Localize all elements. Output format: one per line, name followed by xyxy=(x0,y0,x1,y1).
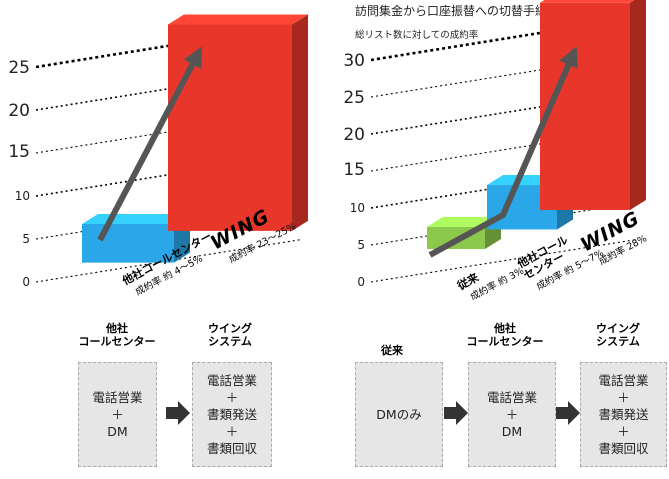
trend-arrow xyxy=(428,48,578,258)
bar-front xyxy=(82,223,174,263)
flow-box-competitor: 電話営業 ＋ DM xyxy=(78,362,157,467)
flow-label-wing: ウイング システム xyxy=(596,322,640,348)
flow-arrow xyxy=(166,407,178,419)
y-tick-label: 20 xyxy=(8,101,30,121)
flow-arrow-head xyxy=(568,401,580,425)
y-tick-label: 5 xyxy=(22,232,30,246)
flow-label-conventional: 従来 xyxy=(381,344,403,357)
y-tick-label: 20 xyxy=(343,125,365,145)
right-flow: 従来 他社 コールセンター ウイング システム DMのみ 電話営業 ＋ DM 電… xyxy=(335,322,669,472)
chart-title: 訪問集金から口座振替への切替手続き xyxy=(355,4,560,18)
trend-arrow xyxy=(97,48,203,242)
y-tick-label: 30 xyxy=(343,51,365,71)
flow-box-conventional: DMのみ xyxy=(355,362,443,467)
flow-label-competitor: 他社 コールセンター xyxy=(78,322,156,348)
flow-box-wing: 電話営業 ＋ 書類発送 ＋ 書類回収 xyxy=(192,362,272,467)
bar-top xyxy=(168,14,308,25)
left-flow: 他社 コールセンター ウイング システム 電話営業 ＋ DM 電話営業 ＋ 書類… xyxy=(0,322,335,472)
flow-label-wing: ウイング システム xyxy=(208,322,252,348)
flow-arrow-head xyxy=(178,401,190,425)
y-tick-label: 10 xyxy=(350,201,365,215)
flow-box-competitor: 電話営業 ＋ DM xyxy=(468,362,556,467)
bar-top xyxy=(540,0,635,3)
trend-arrow-head xyxy=(183,46,202,69)
trend-arrow-head xyxy=(559,46,578,69)
flow-arrow xyxy=(444,407,458,419)
bar-front xyxy=(168,24,292,231)
y-tick-label: 15 xyxy=(8,142,30,162)
y-tick-label: 0 xyxy=(22,275,30,289)
flow-box-wing: 電話営業 ＋ 書類発送 ＋ 書類回収 xyxy=(580,362,667,467)
chart-subtitle: 総リスト数に対しての成約率 xyxy=(355,30,479,41)
y-tick-label: 25 xyxy=(343,88,365,108)
y-tick-label: 0 xyxy=(357,275,365,289)
y-tick-label: 10 xyxy=(15,189,30,203)
y-tick-label: 15 xyxy=(343,160,365,180)
bar-side xyxy=(630,0,646,210)
y-tick-label: 5 xyxy=(357,238,365,252)
y-tick-label: 25 xyxy=(8,58,30,78)
flow-arrow-head xyxy=(456,401,468,425)
bar-front xyxy=(540,2,630,210)
flow-arrow xyxy=(556,407,570,419)
bar-side xyxy=(292,14,308,231)
flow-label-competitor: 他社 コールセンター xyxy=(466,322,544,348)
